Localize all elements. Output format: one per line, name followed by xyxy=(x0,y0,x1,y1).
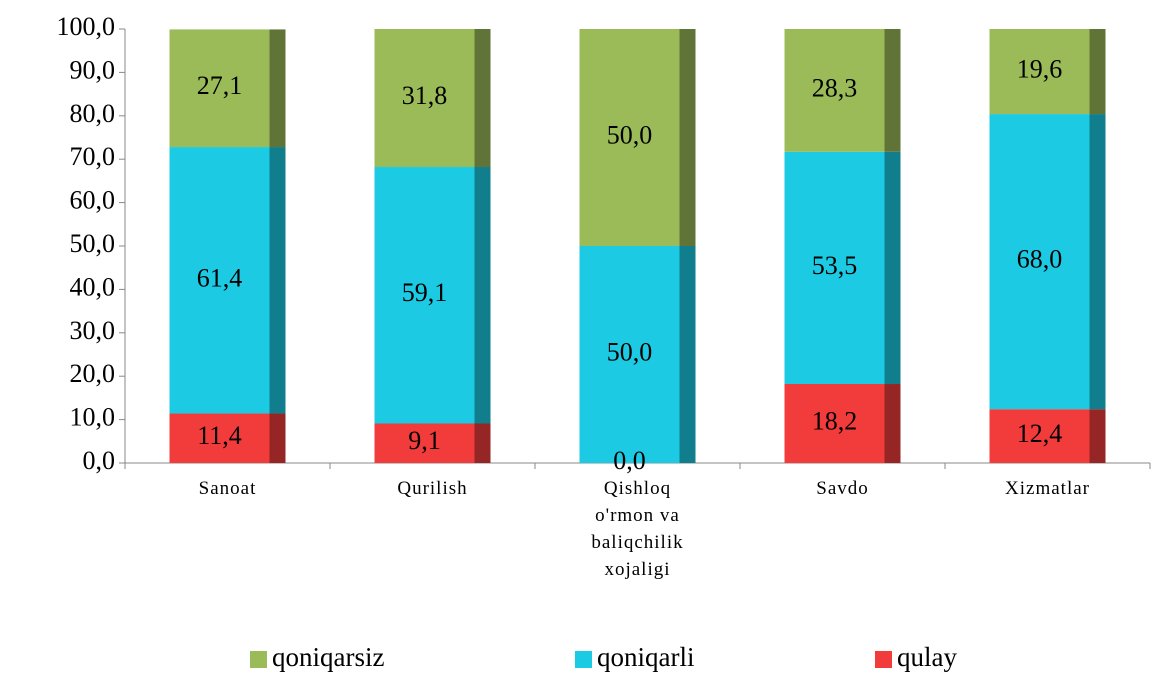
bar-side xyxy=(1089,114,1106,410)
bar-segment xyxy=(784,29,885,152)
bar-segment xyxy=(374,29,475,168)
value-label: 50,0 xyxy=(607,337,653,366)
bar-segment xyxy=(784,384,885,463)
legend-label: qoniqarsiz xyxy=(272,642,384,672)
bar-segment xyxy=(374,423,475,463)
bar-side xyxy=(269,29,286,148)
value-label: 68,0 xyxy=(1017,245,1063,274)
bar-side xyxy=(474,29,491,168)
bar-segment xyxy=(579,29,680,246)
y-tick-label: 20,0 xyxy=(70,359,116,388)
value-label: 27,1 xyxy=(197,71,243,100)
y-tick-label: 90,0 xyxy=(70,55,116,84)
value-label: 28,3 xyxy=(812,73,858,102)
y-tick-label: 40,0 xyxy=(70,272,116,301)
x-tick-label: Qurilish xyxy=(397,478,468,499)
bar-side xyxy=(884,384,901,463)
bar-side xyxy=(1089,29,1106,115)
value-label: 0,0 xyxy=(613,446,646,475)
legend-swatch xyxy=(875,651,892,668)
bar-segment xyxy=(169,413,270,463)
bar-side xyxy=(474,423,491,463)
bar-segment xyxy=(169,147,270,414)
legend-swatch xyxy=(575,651,592,668)
bar-segment xyxy=(374,167,475,424)
value-label: 9,1 xyxy=(408,426,441,455)
y-tick-label: 100,0 xyxy=(57,12,116,41)
y-tick-label: 50,0 xyxy=(70,229,116,258)
bar-side xyxy=(269,147,286,414)
legend-label: qulay xyxy=(897,642,957,672)
y-tick-label: 0,0 xyxy=(83,446,116,475)
bar-segment xyxy=(169,29,270,148)
value-label: 61,4 xyxy=(197,263,243,292)
bar-side xyxy=(679,246,696,463)
bar-segment xyxy=(989,114,1090,410)
value-label: 11,4 xyxy=(197,421,242,450)
bar-segment xyxy=(989,29,1090,115)
value-label: 19,6 xyxy=(1017,55,1063,84)
x-tick-label: Sanoat xyxy=(198,478,257,499)
x-tick-label: Xizmatlar xyxy=(1005,478,1090,499)
value-label: 31,8 xyxy=(402,81,448,110)
legend-label: qoniqarli xyxy=(597,642,694,672)
y-tick-label: 60,0 xyxy=(70,186,116,215)
bar-side xyxy=(269,413,286,463)
value-label: 18,2 xyxy=(812,406,858,435)
value-label: 53,5 xyxy=(812,251,858,280)
x-tick-label: Qishloq o'rmon va baliqchilik xojaligi xyxy=(591,478,684,580)
bar-side xyxy=(474,167,491,424)
bar-side xyxy=(884,29,901,152)
x-tick-label: Savdo xyxy=(816,478,869,499)
value-label: 59,1 xyxy=(402,278,448,307)
y-tick-label: 80,0 xyxy=(70,99,116,128)
bar-segment xyxy=(579,246,680,463)
bar-segment xyxy=(989,409,1090,463)
y-tick-label: 10,0 xyxy=(70,403,116,432)
legend-swatch xyxy=(250,651,267,668)
bar-side xyxy=(1089,409,1106,463)
bar-side xyxy=(679,29,696,246)
value-label: 12,4 xyxy=(1017,419,1063,448)
y-tick-label: 30,0 xyxy=(70,316,116,345)
bar-side xyxy=(884,151,901,385)
bar-segment xyxy=(784,151,885,385)
y-tick-label: 70,0 xyxy=(70,142,116,171)
value-label: 50,0 xyxy=(607,120,653,149)
